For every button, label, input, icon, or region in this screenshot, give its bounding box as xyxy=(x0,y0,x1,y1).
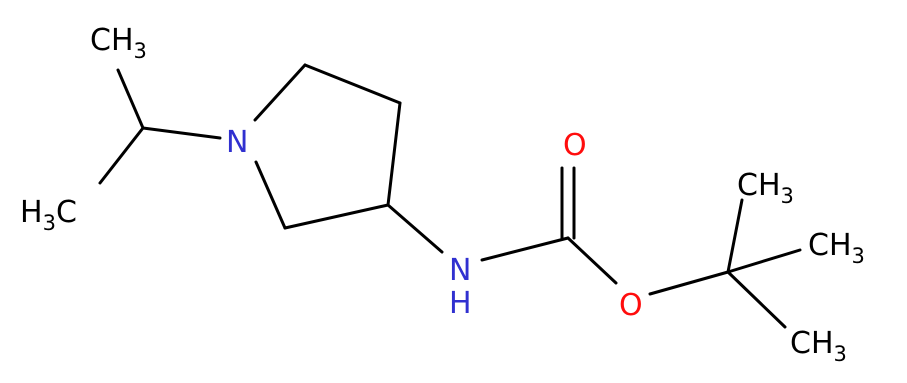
atom-text: 3 xyxy=(781,184,794,208)
bond xyxy=(116,68,145,130)
atom-text: CH xyxy=(790,326,834,361)
atom-text: CH xyxy=(808,228,852,263)
bond xyxy=(254,160,287,230)
bond xyxy=(566,236,618,285)
bond xyxy=(386,101,402,207)
bond xyxy=(141,126,222,140)
atom-label: CH3 xyxy=(90,23,147,63)
bond xyxy=(303,63,402,105)
atom-label: N xyxy=(449,253,471,288)
bonds xyxy=(98,63,802,329)
atom-label: H xyxy=(449,286,472,321)
atom-label: CH3 xyxy=(808,228,865,268)
atom-label: CH3 xyxy=(737,168,794,208)
atom-text: H xyxy=(20,195,43,230)
bond xyxy=(648,270,730,296)
bond xyxy=(386,203,444,254)
atom-text: C xyxy=(56,195,77,230)
atom-label: N xyxy=(226,125,248,160)
bond xyxy=(253,63,307,122)
atom-text: 3 xyxy=(834,342,847,366)
atom-label: H3C xyxy=(20,195,77,235)
atom-text: 3 xyxy=(134,39,147,63)
atom-label: O xyxy=(619,288,643,323)
atom-label: O xyxy=(563,128,587,163)
bond xyxy=(283,203,390,230)
bond xyxy=(726,198,744,274)
atom-text: 3 xyxy=(43,211,56,235)
atom-text: CH xyxy=(90,23,134,58)
atom-text: 3 xyxy=(852,244,865,268)
bond xyxy=(726,270,787,329)
bond xyxy=(98,126,145,185)
bond xyxy=(726,248,802,274)
atom-text: CH xyxy=(737,168,781,203)
bond xyxy=(480,236,570,262)
atom-label: CH3 xyxy=(790,326,847,366)
